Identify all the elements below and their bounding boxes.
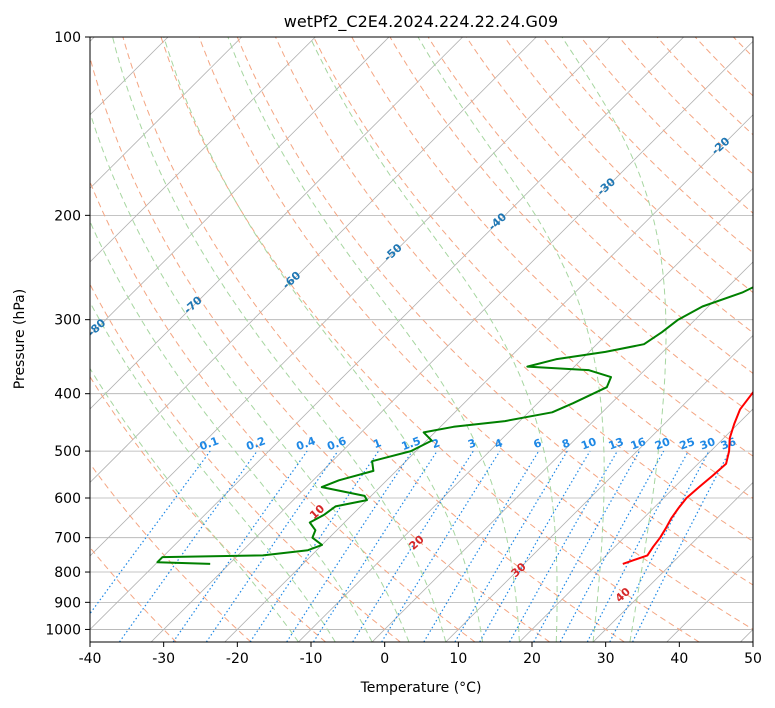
- mixing-ratio-label: 13: [607, 435, 626, 452]
- y-tick-label: 400: [54, 387, 81, 403]
- plot-frame: [89, 36, 754, 643]
- mixing-ratio-line: [533, 450, 640, 642]
- y-tick-label: 100: [54, 30, 81, 46]
- x-axis-label: Temperature (°C): [360, 680, 482, 696]
- isotherm-line: [90, 37, 463, 410]
- moist-adiabat-line: [309, 37, 558, 642]
- isotherm-line: [90, 37, 611, 557]
- isotherm-line: [592, 481, 753, 642]
- x-tick-label: 50: [744, 651, 762, 667]
- dry-adiabat-line: [160, 37, 700, 642]
- isotherm-line: [224, 114, 753, 642]
- y-tick-label: 600: [54, 491, 81, 507]
- mixing-ratio-line: [423, 450, 540, 642]
- mixing-ratio-line: [454, 450, 568, 642]
- mixing-ratio-line: [508, 450, 618, 642]
- moist-adiabat-line: [90, 367, 299, 642]
- mixing-ratio-label: 8: [560, 436, 572, 451]
- moist-adiabat-line: [112, 37, 447, 642]
- mixing-ratio-label: 3: [466, 436, 478, 451]
- mixing-ratio-label: 4: [493, 436, 505, 451]
- x-tick-label: 40: [670, 651, 688, 667]
- dewpoint-profile-line: [156, 286, 753, 565]
- isotherm-line: [90, 37, 316, 263]
- series-layer: [156, 286, 753, 565]
- mixing-ratio-label: 0.4: [295, 434, 318, 453]
- mixing-ratio-label: 1: [372, 436, 384, 451]
- dry-adiabat-line: [580, 37, 753, 214]
- mixing-ratio-line: [352, 450, 474, 642]
- dry-adiabat-line: [465, 37, 753, 334]
- isotherm-line: [371, 261, 753, 642]
- mixing-ratio-line: [381, 450, 501, 642]
- dry-adiabat-line: [90, 283, 401, 642]
- moist-adiabat-line: [163, 37, 484, 642]
- x-tick-label: 0: [380, 651, 389, 667]
- dry-adiabat-line: [236, 37, 753, 586]
- isotherm-line: [90, 37, 242, 189]
- isotherm-line: [445, 334, 753, 642]
- x-tick-label: 30: [597, 651, 615, 667]
- y-tick-label: 300: [54, 313, 81, 329]
- mixing-ratio-line: [312, 450, 438, 642]
- mixing-ratio-line: [172, 450, 308, 642]
- isotherm-line: [90, 37, 684, 631]
- mixing-ratio-label: 16: [629, 435, 648, 453]
- dry-adiabat-line: [90, 55, 550, 642]
- dry-adiabat-line: [313, 37, 753, 499]
- mixing-ratio-label: 6: [532, 436, 544, 451]
- mixing-ratio-label: 30: [698, 435, 717, 453]
- dry-adiabat-line: [618, 37, 753, 175]
- mixing-ratio-label: 0.2: [245, 434, 268, 453]
- y-tick-label: 1000: [45, 622, 81, 638]
- x-tick-label: -40: [79, 651, 102, 667]
- y-tick-label: 800: [54, 565, 81, 581]
- mixing-ratio-line: [479, 450, 591, 642]
- y-axis-label: Pressure (hPa): [12, 289, 28, 389]
- dry-adiabat-line: [351, 37, 753, 457]
- y-tick-label: 700: [54, 531, 81, 547]
- moist-adiabat-line: [417, 37, 605, 642]
- y-tick-label: 200: [54, 208, 81, 224]
- x-tick-label: -30: [152, 651, 175, 667]
- chart-title: wetPf2_C2E4.2024.224.22.24.G09: [284, 12, 558, 32]
- mixing-ratio-label: 20: [653, 435, 672, 453]
- isotherm-line: [90, 37, 390, 336]
- x-axis: -40 -30 -20 -10 0 10 20 30 40 50: [79, 642, 762, 667]
- mixing-ratio-line: [205, 450, 339, 642]
- dry-adiabat-line: [275, 37, 753, 542]
- isotherm-line: [90, 37, 537, 483]
- isotherm-line: [519, 408, 753, 642]
- moist-adiabat-line: [90, 220, 373, 642]
- mixing-ratio-line: [559, 450, 665, 642]
- mixing-ratio-label: 10: [579, 435, 598, 453]
- isotherm-line: [150, 40, 753, 642]
- y-tick-label: 900: [54, 595, 81, 611]
- mixing-ratio-label: 0.6: [325, 434, 348, 453]
- y-axis: 100 200 300 400 500 600 700 800 900 1000: [45, 30, 90, 638]
- plot-area: 0.10.20.40.611.52346810131620253036-100-…: [90, 37, 753, 642]
- x-tick-label: -10: [300, 651, 323, 667]
- mixing-ratio-label: 25: [678, 435, 697, 452]
- mixing-ratio-label: 0.1: [198, 434, 221, 453]
- x-tick-label: 10: [449, 651, 467, 667]
- dry-adiabat-line: [503, 37, 753, 294]
- mixing-ratio-label: 2: [430, 436, 442, 451]
- x-tick-label: -20: [226, 651, 249, 667]
- dry-adiabat-line: [122, 37, 625, 642]
- moist-adiabat-line: [227, 37, 520, 642]
- dry-adiabat-line: [389, 37, 753, 416]
- x-tick-label: 20: [523, 651, 541, 667]
- moist-adiabat-line: [90, 301, 336, 642]
- mixing-ratio-line: [119, 450, 258, 642]
- moist-adiabat-line: [90, 110, 410, 642]
- y-tick-label: 500: [54, 444, 81, 460]
- temperature-profile-line: [622, 390, 753, 565]
- dry-adiabat-line: [198, 37, 753, 631]
- dry-adiabat-line: [90, 462, 252, 642]
- moist-adiabat-line: [561, 37, 667, 642]
